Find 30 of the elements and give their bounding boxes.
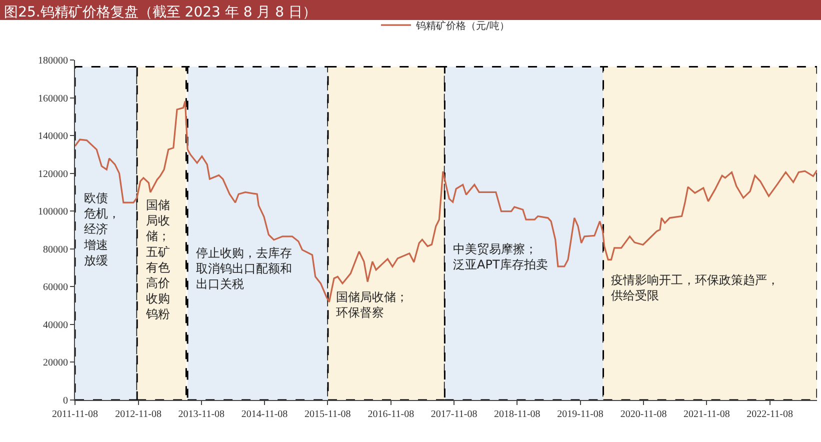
y-tick-label: 20000: [43, 358, 68, 369]
legend-label: 钨精矿价格（元/吨）: [415, 20, 510, 32]
band-label: 国储局收储；五矿有色高价收购钨粉: [145, 198, 170, 322]
y-tick-label: 160000: [38, 93, 68, 104]
y-tick-label: 0: [63, 396, 68, 406]
x-tick-label: 2017-11-08: [430, 409, 478, 420]
x-tick-label: 2013-11-08: [178, 409, 225, 420]
x-tick-label: 2020-11-08: [620, 409, 667, 420]
band-label: 停止收购，去库存取消钨出口配额和出口关税: [196, 246, 292, 292]
band-label: 欧债危机，经济增速放缓: [83, 191, 120, 268]
x-tick-label: 2011-11-08: [52, 409, 98, 420]
band-label: 中美贸易摩擦；泛亚APT库存拍卖: [453, 242, 548, 272]
y-tick-label: 80000: [43, 244, 68, 256]
x-tick-label: 2015-11-08: [304, 409, 351, 420]
x-tick-label: 2022-11-08: [746, 409, 793, 420]
y-tick-label: 180000: [38, 56, 68, 66]
x-tick-label: 2019-11-08: [557, 409, 604, 420]
y-tick-label: 140000: [38, 131, 68, 142]
chart-title: 图25.钨精矿价格复盘（截至 2023 年 8 月 8 日）: [4, 4, 317, 20]
x-tick-label: 2018-11-08: [494, 409, 540, 420]
band-label: 疫情影响开工，环保政策趋严，供给受限: [611, 273, 779, 303]
y-tick-label: 40000: [43, 320, 68, 331]
x-tick-label: 2012-11-08: [115, 409, 162, 420]
y-tick-label: 100000: [38, 206, 68, 218]
x-tick-label: 2014-11-08: [241, 409, 288, 420]
band-label: 国储局收储；环保督察: [336, 290, 408, 320]
x-tick-label: 2021-11-08: [684, 409, 730, 420]
y-tick-label: 60000: [43, 282, 68, 294]
x-tick-label: 2016-11-08: [368, 409, 414, 420]
y-tick-label: 120000: [38, 168, 68, 180]
